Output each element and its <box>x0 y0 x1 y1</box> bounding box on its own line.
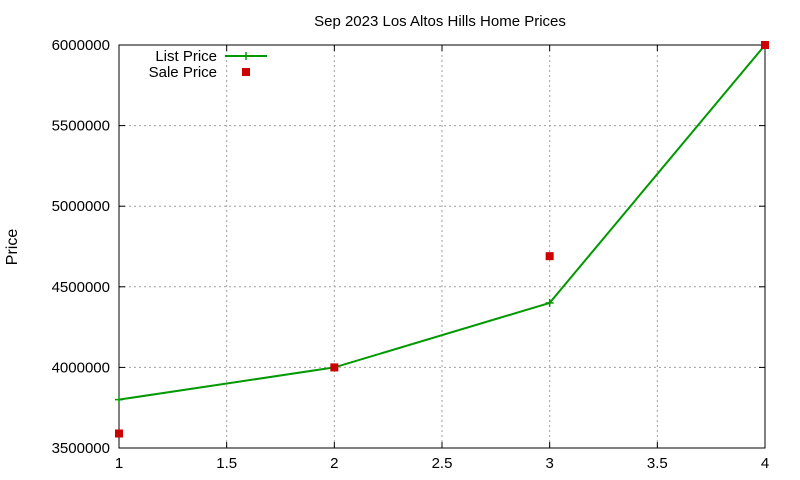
list-price-point <box>115 395 123 404</box>
x-tick-label: 2 <box>330 455 338 472</box>
sale-price-point <box>330 363 339 372</box>
y-tick-label: 6000000 <box>52 37 110 54</box>
list-price-point <box>545 298 554 307</box>
axis-ticks: 1 1.5 2 2.5 3 3.5 4 3500000 4000000 4500000 500000… <box>52 37 770 472</box>
legend-marker-list-price <box>242 52 250 60</box>
x-tick-label: 2.5 <box>432 455 453 472</box>
y-tick-label: 5500000 <box>52 118 110 135</box>
data-series <box>115 41 769 438</box>
x-tick-label: 3.5 <box>647 455 668 472</box>
sale-price-point <box>115 429 123 438</box>
legend-label-list-price: List Price <box>155 48 217 65</box>
y-axis-label: Price <box>4 229 21 266</box>
legend-marker-sale-price <box>242 68 250 76</box>
x-tick-label: 4 <box>761 455 769 472</box>
y-tick-label: 3500000 <box>52 440 110 457</box>
y-tick-label: 4000000 <box>52 359 110 376</box>
chart-title: Sep 2023 Los Altos Hills Home Prices <box>314 13 566 30</box>
sale-price-point <box>545 252 554 261</box>
x-tick-label: 1.5 <box>216 455 237 472</box>
x-tick-label: 1 <box>115 455 123 472</box>
y-tick-label: 5000000 <box>52 198 110 215</box>
legend-label-sale-price: Sale Price <box>149 64 217 81</box>
x-tick-label: 3 <box>545 455 553 472</box>
grid-lines <box>119 45 765 448</box>
list-price-line <box>118 44 766 401</box>
sale-price-point <box>761 41 769 49</box>
y-tick-label: 4500000 <box>52 279 110 296</box>
plot-frame <box>118 44 766 449</box>
